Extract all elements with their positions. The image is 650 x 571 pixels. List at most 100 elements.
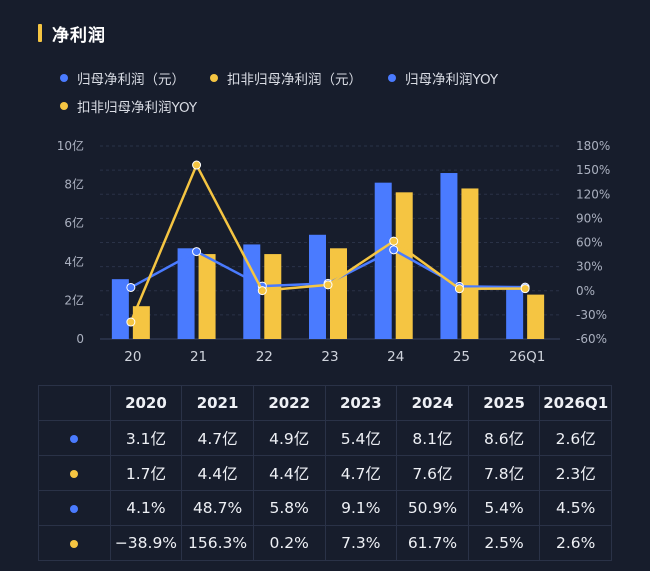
table-cell: 2.5%: [467, 525, 541, 561]
series-dot-icon: [70, 540, 79, 548]
combo-chart: -60% -30% 0% 30% 60% 90% 120% 150% 180% 0 2亿 4亿 6亿 8亿…: [57, 138, 611, 365]
bar: [506, 288, 524, 339]
bar: [264, 254, 282, 339]
table-cell: 7.8亿: [467, 455, 541, 491]
line-point: [454, 284, 464, 294]
table-cell: 3.1亿: [109, 420, 183, 456]
table-cell: 4.7亿: [181, 420, 254, 456]
line-point: [192, 247, 202, 257]
table-cell: 2.6亿: [539, 420, 612, 456]
y-right-tick-label: -60%: [576, 332, 607, 346]
legend-label: 扣非归母净利润YOY: [77, 100, 198, 116]
table-cell: 7.3%: [324, 525, 398, 561]
table-header-cell: 2025: [467, 385, 541, 421]
table-header-cell: 2021: [181, 385, 254, 421]
table-header-cell: 2022: [252, 385, 326, 421]
y-right-tick-label: 90%: [576, 211, 603, 225]
series-dot-icon: [70, 435, 79, 443]
title-accent-bar: [38, 24, 42, 42]
table-cell: 156.3%: [181, 525, 254, 561]
bar: [440, 173, 458, 339]
table-cell: 2.3亿: [539, 455, 612, 491]
table-header-cell: 2026Q1: [539, 385, 612, 421]
legend-dot-icon: [210, 74, 218, 82]
table-cell: 5.8%: [252, 490, 326, 526]
table-cell: 48.7%: [181, 490, 254, 526]
x-tick-label: 20: [124, 349, 141, 365]
table-corner-cell: [38, 385, 111, 421]
y-right-tick-label: 60%: [576, 236, 603, 250]
y-right-tick-label: 180%: [576, 139, 610, 153]
bar: [395, 192, 413, 339]
y-right-tick-label: 30%: [576, 260, 603, 274]
table-cell: 5.4亿: [324, 420, 398, 456]
y-left-tick-label: 0: [76, 332, 84, 346]
y-left-tick-label: 6亿: [64, 215, 84, 230]
y-left-tick-label: 4亿: [64, 254, 84, 269]
y-right-tick-label: -30%: [576, 308, 607, 322]
legend-item-deducted-profit[interactable]: 扣非归母净利润（元）: [210, 68, 362, 88]
y-left-tick-label: 10亿: [57, 138, 84, 153]
legend-label: 扣非归母净利润（元）: [227, 72, 362, 88]
bar: [374, 182, 392, 339]
bar: [527, 294, 545, 339]
legend-dot-icon: [60, 74, 68, 82]
table-header-row: 2020 2021 2022 2023 2024 2025 2026Q1: [38, 385, 612, 421]
y-left-tick-label: 8亿: [64, 177, 84, 192]
table-cell: −38.9%: [109, 525, 183, 561]
line-point: [257, 286, 267, 296]
table-row: 3.1亿 4.7亿 4.9亿 5.4亿 8.1亿 8.6亿 2.6亿: [38, 420, 612, 456]
table-cell: 4.4亿: [181, 455, 254, 491]
table-cell: 1.7亿: [109, 455, 183, 491]
line-point: [520, 284, 530, 294]
table-cell: 8.6亿: [467, 420, 541, 456]
page-title: 净利润: [52, 26, 106, 46]
x-tick-label: 24: [387, 349, 404, 365]
legend-dot-icon: [60, 102, 68, 110]
table-cell: 0.2%: [252, 525, 326, 561]
table-row: −38.9% 156.3% 0.2% 7.3% 61.7% 2.5% 2.6%: [38, 525, 612, 561]
legend-item-parent-profit[interactable]: 归母净利润（元）: [60, 68, 185, 88]
x-tick-label: 25: [453, 349, 470, 365]
table-cell: 4.5%: [539, 490, 612, 526]
table-row: 1.7亿 4.4亿 4.4亿 4.7亿 7.6亿 7.8亿 2.3亿: [38, 455, 612, 491]
table-cell: 8.1亿: [396, 420, 469, 456]
legend-dot-icon: [388, 74, 396, 82]
table-row: 4.1% 48.7% 5.8% 9.1% 50.9% 5.4% 4.5%: [38, 490, 612, 526]
bar: [330, 248, 347, 339]
bar: [111, 279, 129, 339]
x-tick-label: 22: [256, 349, 273, 365]
table-cell: 7.6亿: [396, 455, 469, 491]
table-header-cell: 2020: [109, 385, 183, 421]
series-dot-icon: [70, 505, 79, 513]
legend-label: 归母净利润YOY: [405, 72, 499, 88]
x-tick-label: 23: [321, 349, 338, 365]
legend-label: 归母净利润（元）: [77, 72, 185, 88]
y-right-tick-label: 0%: [576, 284, 595, 298]
line-point: [389, 245, 399, 255]
bar: [177, 248, 195, 339]
y-left-tick-label: 2亿: [64, 292, 84, 307]
table-cell: 4.9亿: [252, 420, 326, 456]
line-point: [389, 236, 399, 246]
table-cell: 4.4亿: [252, 455, 326, 491]
bar: [132, 306, 150, 339]
legend-item-deducted-yoy[interactable]: 扣非归母净利润YOY: [60, 96, 197, 116]
line-point: [126, 282, 136, 292]
line-point: [126, 317, 136, 327]
bar: [461, 188, 479, 339]
table-cell: 4.7亿: [324, 455, 398, 491]
x-tick-label: 21: [190, 349, 207, 365]
line-point: [192, 160, 202, 170]
series-dot-icon: [70, 470, 79, 478]
table-cell: 2.6%: [539, 525, 612, 561]
table-header-cell: 2024: [396, 385, 469, 421]
legend-item-parent-yoy[interactable]: 归母净利润YOY: [388, 68, 498, 88]
line-point: [323, 280, 333, 290]
bar: [198, 254, 216, 339]
table-cell: 61.7%: [396, 525, 469, 561]
table-cell: 5.4%: [467, 490, 541, 526]
y-right-tick-label: 120%: [576, 187, 610, 201]
table-cell: 50.9%: [396, 490, 469, 526]
table-cell: 4.1%: [109, 490, 183, 526]
